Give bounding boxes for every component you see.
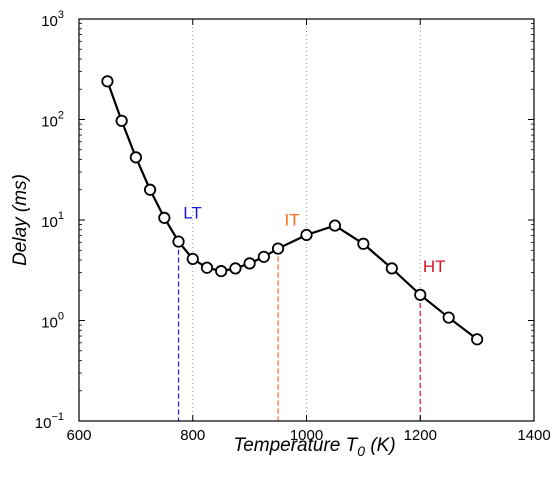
series-group <box>101 75 484 346</box>
x-axis-label-main: Temperature T <box>233 435 358 456</box>
data-point <box>186 252 199 266</box>
y-tick-base: 10 <box>41 315 58 332</box>
y-tick-exponent: −1 <box>51 411 64 423</box>
data-point <box>158 211 171 224</box>
y-tick-base: 10 <box>41 214 58 231</box>
x-axis-label: Temperature T0 (K) <box>233 435 395 459</box>
data-point <box>271 242 285 255</box>
data-point <box>471 333 484 346</box>
data-point <box>215 265 228 278</box>
y-tick-label-0: 10−1 <box>35 411 64 432</box>
data-point <box>414 288 427 301</box>
annotation-ht: HT <box>423 257 446 276</box>
data-point <box>357 237 370 250</box>
x-axis-label-subscript: 0 <box>357 443 365 459</box>
data-point <box>115 114 128 127</box>
y-tick-label-1: 100 <box>41 311 64 332</box>
data-point <box>442 311 455 324</box>
y-tick-exponent: 1 <box>58 210 64 222</box>
data-point <box>385 262 398 275</box>
data-point <box>229 262 242 275</box>
y-axis-label: Delay (ms) <box>10 174 31 266</box>
data-point <box>143 183 157 196</box>
y-tick-base: 10 <box>41 114 58 131</box>
data-point <box>129 151 142 164</box>
x-tick-label-600: 600 <box>66 427 91 444</box>
annotations: LT IT HT <box>183 204 445 276</box>
x-tick-label-1400: 1400 <box>517 427 550 444</box>
x-tick-label-1200: 1200 <box>404 427 437 444</box>
y-tick-base: 10 <box>41 13 58 30</box>
y-tick-exponent: 3 <box>58 9 64 21</box>
data-point <box>101 75 114 88</box>
data-point <box>172 235 185 248</box>
y-tick-label-2: 101 <box>41 210 64 231</box>
data-point <box>243 257 256 270</box>
y-tick-label-4: 103 <box>41 9 64 30</box>
x-tick-label-800: 800 <box>180 427 205 444</box>
data-point <box>257 250 270 263</box>
data-point <box>300 228 313 242</box>
y-tick-base: 10 <box>35 415 52 432</box>
annotation-it: IT <box>285 211 300 230</box>
grid-lines <box>192 19 421 421</box>
y-tick-exponent: 2 <box>58 110 64 122</box>
x-tick-label-1000: 1000 <box>290 427 323 444</box>
y-tick-label-3: 102 <box>41 110 64 131</box>
x-axis-label-unit: (K) <box>365 435 396 456</box>
data-point <box>328 219 342 232</box>
annotation-lt: LT <box>183 204 202 223</box>
y-tick-exponent: 0 <box>58 311 64 323</box>
annotation-drop-lines <box>177 241 421 421</box>
data-point <box>200 261 214 274</box>
